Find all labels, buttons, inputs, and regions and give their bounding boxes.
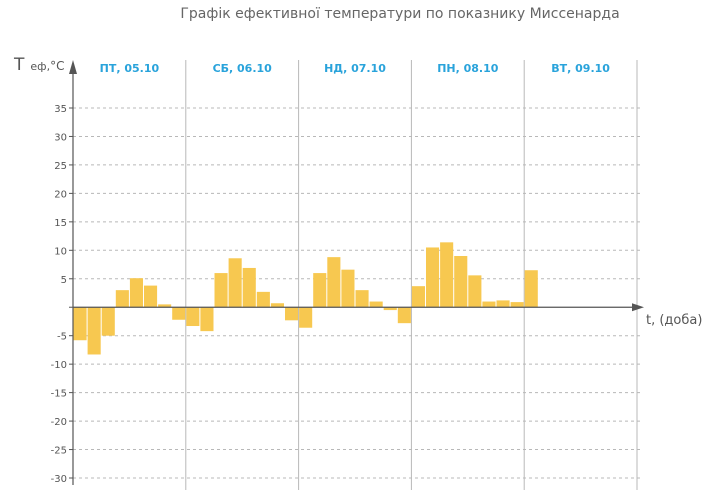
bar [129,278,143,308]
bar [369,301,383,308]
bar [313,273,327,308]
y-tick-label--15: -15 [51,389,67,400]
bar [327,257,341,308]
bar [524,270,538,308]
chart-title: Графік ефективної температури по показни… [180,6,619,22]
bar [496,300,510,308]
y-tick-label-15: 15 [54,218,67,229]
x-axis-label: t, (доба) [646,313,702,328]
y-tick-label-10: 10 [54,246,67,257]
day-label: ПН, 08.10 [437,62,499,75]
bar [115,290,129,308]
y-tick-label-20: 20 [54,189,67,200]
y-tick-label--5: -5 [57,332,67,343]
bar [482,301,496,308]
y-tick-label--20: -20 [51,417,67,428]
bar [200,307,214,332]
y-tick-label-5: 5 [61,275,67,286]
bar [468,275,482,308]
bar [256,291,270,308]
bar [383,307,397,311]
bar [87,307,101,355]
bar [186,307,200,327]
axes [69,60,644,485]
bar [299,307,313,328]
y-axis-label-main: T [13,55,25,75]
bar [270,303,284,308]
bar [228,258,242,308]
bar [426,247,440,308]
x-axis-arrow [632,303,644,312]
bars [73,242,538,355]
y-tick-label-30: 30 [54,132,67,143]
bar [411,286,425,308]
grid [73,60,640,490]
bar [214,273,228,308]
bar [101,307,115,336]
bar [172,307,186,320]
bar [510,302,524,308]
y-tick-label--10: -10 [51,360,67,371]
bar [341,269,355,308]
y-axis-arrow [69,60,77,74]
bar [355,290,369,308]
bar [397,307,411,324]
bar [144,285,158,308]
day-label: СБ, 06.10 [213,62,273,75]
y-tick-label-35: 35 [54,104,67,115]
day-label: ВТ, 09.10 [551,62,610,75]
y-tick-label-25: 25 [54,161,67,172]
y-tick-labels: 35 30 25 20 15 10 5 -5 -10 -15 -20 -25 -30 [51,104,73,485]
bar [440,242,454,308]
bar [242,267,256,308]
y-tick-label--30: -30 [51,474,67,485]
day-label: ПТ, 05.10 [100,62,160,75]
bar [285,307,299,321]
bar [73,307,87,341]
y-axis-label-unit: °С [50,59,64,73]
bar [454,256,468,308]
y-tick-label--25: -25 [51,446,67,457]
y-axis-label-sub: еф, [30,60,50,73]
bar [158,304,172,308]
day-labels: ПТ, 05.10 СБ, 06.10 НД, 07.10 ПН, 08.10 ВТ, … [100,62,611,75]
day-label: НД, 07.10 [324,62,386,75]
